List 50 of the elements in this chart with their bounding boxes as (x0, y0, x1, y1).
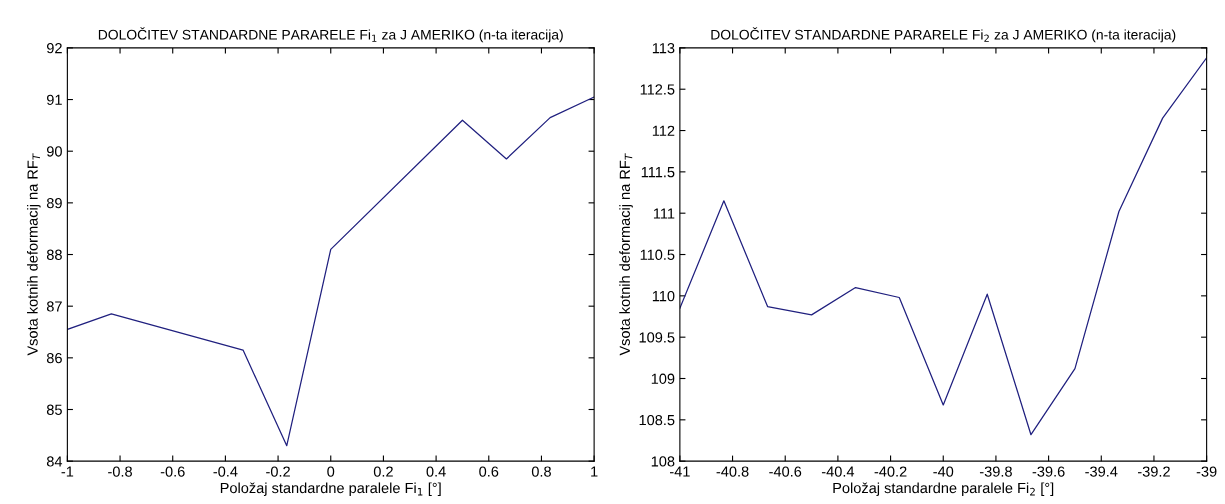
x-tick-label: 0.6 (479, 466, 499, 477)
chart-title: DOLOČITEV STANDARDNE PARARELE Fi$_{1}$ za J AMERIKO (n-ta iteracija) (98, 27, 563, 43)
x-tick-label: -0.8 (108, 466, 132, 477)
x-tick-label: -39.8 (979, 466, 1012, 477)
x-tick-label: -40.4 (821, 466, 855, 477)
x-tick-label: -40 (933, 466, 954, 477)
x-tick-label: 0.4 (426, 466, 446, 477)
y-tick-label: 110 (652, 290, 675, 302)
y-tick-label: 109.5 (639, 332, 675, 343)
y-tick-label: 112.5 (640, 84, 675, 95)
y-tick-label: 89 (46, 197, 62, 209)
x-tick-label: -39.6 (1032, 466, 1065, 477)
x-tick-label: -41 (669, 466, 690, 477)
x-tick-label: 1 (591, 466, 598, 477)
y-tick-label: 108.5 (639, 414, 675, 426)
x-tick-label: -39 (1196, 466, 1217, 477)
y-tick-label: 111.5 (641, 167, 675, 178)
x-tick-label: -40.8 (716, 466, 749, 477)
x-tick-label: -39.4 (1085, 466, 1118, 477)
x-tick-label: 0.8 (531, 466, 551, 477)
y-tick-label: 111 (653, 208, 675, 219)
y-tick-label: 108 (651, 456, 675, 467)
y-tick-label: 92 (46, 42, 62, 54)
x-tick-label: -39.2 (1137, 466, 1170, 477)
y-tick-label: 109 (651, 373, 675, 384)
line-series (679, 57, 1207, 436)
x-tick-label: -0.6 (160, 466, 185, 477)
y-tick-label: 113 (652, 42, 675, 54)
y-tick-label: 110.5 (640, 249, 675, 260)
x-tick-label: -0.4 (213, 466, 238, 477)
y-axis-title: Vsota kotnih deformacij na RF$_{T}$ (619, 153, 633, 356)
x-tick-label: -1 (61, 466, 74, 477)
y-tick-label: 90 (46, 146, 62, 157)
y-tick-label: 91 (46, 94, 62, 105)
x-tick-label: 0 (327, 466, 335, 477)
y-axis-title: Vsota kotnih deformacij na RF$_{T}$ (27, 153, 41, 356)
y-tick-label: 84 (46, 456, 63, 467)
y-tick-label: 85 (46, 404, 62, 415)
x-axis-title: Položaj standardne paralele Fi$_{1}$ [°] (220, 482, 441, 497)
y-tick-label: 86 (46, 352, 62, 364)
line-series (67, 96, 595, 447)
x-tick-label: -0.2 (266, 466, 290, 477)
x-tick-label: -40.6 (769, 466, 802, 477)
y-tick-label: 87 (46, 301, 62, 312)
x-tick-label: -40.2 (874, 466, 907, 477)
x-axis-title: Položaj standardne paralele Fi$_{2}$ [°] (833, 482, 1054, 497)
y-tick-label: 112 (652, 125, 675, 136)
y-tick-label: 88 (46, 249, 62, 260)
x-tick-label: 0.2 (373, 466, 393, 477)
chart-title: DOLOČITEV STANDARDNE PARARELE Fi$_{2}$ za J AMERIKO (n-ta iteracija) (711, 27, 1176, 43)
